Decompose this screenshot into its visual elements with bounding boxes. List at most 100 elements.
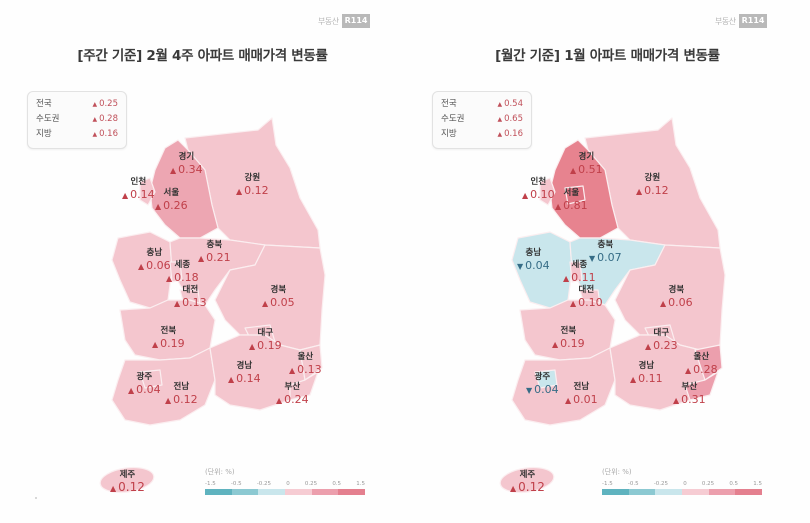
label-gangwon: 강원 ▲ 0.12 [236, 173, 269, 197]
up-arrow-icon: ▲ [552, 340, 559, 349]
region-busan [684, 371, 719, 401]
up-arrow-icon: ▲ [673, 396, 680, 405]
up-arrow-icon: ▲ [289, 366, 296, 375]
label-daejeon: 대전 ▲ 0.13 [174, 285, 207, 309]
label-gyeongbuk: 경북 ▲ 0.06 [660, 285, 693, 309]
region-incheon [539, 177, 556, 206]
label-gyeongnam: 경남 ▲ 0.11 [630, 361, 663, 385]
legend-color-bar [205, 489, 366, 495]
up-arrow-icon: ▲ [155, 202, 162, 211]
legend-color-bar [602, 489, 763, 495]
region-jeju [99, 466, 155, 494]
label-jeju: 제주 ▲ 0.12 [110, 470, 145, 494]
up-arrow-icon: ▲ [122, 191, 129, 200]
legend-ticks: -1.5 -0.5 -0.25 0 0.25 0.5 1.5 [205, 481, 365, 487]
label-incheon: 인천 ▲ 0.10 [522, 177, 555, 201]
down-arrow-icon: ▼ [526, 386, 533, 395]
label-chungnam: 충남 ▲ 0.06 [138, 248, 171, 272]
summary-box: 전국 ▲ 0.54 수도권 ▲ 0.65 지방 ▲ 0.16 [432, 91, 532, 149]
label-jeonnam: 전남 ▲ 0.01 [565, 382, 598, 406]
color-legend: (단위: %) -1.5 -0.5 -0.25 0 0.25 0.5 1.5 [602, 467, 763, 495]
label-gyeonggi: 경기 ▲ 0.34 [170, 152, 203, 176]
panel-title: [주간 기준] 2월 4주 아파트 매매가격 변동률 [77, 48, 328, 64]
label-chungnam: 충남 ▼ 0.04 [517, 248, 550, 272]
label-sejong: 세종 ▲ 0.18 [166, 260, 199, 284]
up-arrow-icon: ▲ [497, 116, 503, 123]
up-arrow-icon: ▲ [165, 396, 172, 405]
up-arrow-icon: ▲ [570, 166, 577, 175]
label-seoul: 서울 ▲ 0.26 [155, 188, 188, 212]
summary-row-national: 전국 ▲ 0.25 [36, 99, 118, 109]
region-jeju [499, 466, 555, 494]
label-chungbuk: 충북 ▼ 0.07 [589, 240, 622, 264]
label-gyeongbuk: 경북 ▲ 0.05 [262, 285, 295, 309]
label-gwangju: 광주 ▲ 0.04 [128, 372, 161, 396]
label-daejeon: 대전 ▲ 0.10 [570, 285, 603, 309]
monthly-panel: 부동산 R114 [월간 기준] 1월 아파트 매매가격 변동률 전국 ▲ 0.5… [405, 0, 810, 523]
up-arrow-icon: ▲ [128, 386, 135, 395]
region-gwangju [139, 369, 163, 389]
up-arrow-icon: ▲ [174, 299, 181, 308]
region-ulsan [299, 344, 323, 381]
up-arrow-icon: ▲ [570, 299, 577, 308]
region-sejong [569, 261, 583, 283]
region-ulsan [694, 344, 723, 381]
label-seoul: 서울 ▲ 0.81 [555, 188, 588, 212]
up-arrow-icon: ▲ [497, 131, 503, 138]
summary-row-provinces: 지방 ▲ 0.16 [36, 129, 118, 139]
up-arrow-icon: ▲ [522, 191, 529, 200]
up-arrow-icon: ▲ [110, 484, 117, 493]
label-jeonnam: 전남 ▲ 0.12 [165, 382, 198, 406]
label-busan: 부산 ▲ 0.24 [276, 382, 309, 406]
up-arrow-icon: ▲ [228, 375, 235, 384]
panel-title: [월간 기준] 1월 아파트 매매가격 변동률 [495, 48, 720, 64]
summary-row-capital: 수도권 ▲ 0.28 [36, 114, 118, 124]
region-jeonnam [111, 347, 216, 426]
up-arrow-icon: ▲ [92, 116, 98, 123]
down-arrow-icon: ▼ [589, 254, 596, 263]
up-arrow-icon: ▲ [92, 131, 98, 138]
up-arrow-icon: ▲ [555, 202, 562, 211]
up-arrow-icon: ▲ [276, 396, 283, 405]
up-arrow-icon: ▲ [92, 101, 98, 108]
summary-row-provinces: 지방 ▲ 0.16 [441, 129, 523, 139]
up-arrow-icon: ▲ [565, 396, 572, 405]
korea-map [499, 117, 726, 494]
summary-box: 전국 ▲ 0.25 수도권 ▲ 0.28 지방 ▲ 0.16 [27, 91, 127, 149]
label-incheon: 인천 ▲ 0.14 [122, 177, 155, 201]
label-jeju: 제주 ▲ 0.12 [510, 470, 545, 494]
up-arrow-icon: ▲ [198, 254, 205, 263]
up-arrow-icon: ▲ [660, 299, 667, 308]
label-gangwon: 강원 ▲ 0.12 [636, 173, 669, 197]
up-arrow-icon: ▲ [510, 484, 517, 493]
region-incheon [139, 177, 156, 206]
up-arrow-icon: ▲ [630, 375, 637, 384]
label-gwangju: 광주 ▼ 0.04 [526, 372, 559, 396]
up-arrow-icon: ▲ [138, 262, 145, 271]
label-gyeonggi: 경기 ▲ 0.51 [570, 152, 603, 176]
label-daegu: 대구 ▲ 0.23 [645, 328, 678, 352]
region-gwangju [534, 369, 558, 389]
color-legend: (단위: %) -1.5 -0.5 -0.25 0 0.25 0.5 1.5 [205, 467, 366, 495]
region-busan [289, 371, 319, 401]
label-jeonbuk: 전북 ▲ 0.19 [152, 326, 185, 350]
up-arrow-icon: ▲ [685, 366, 692, 375]
label-sejong: 세종 ▲ 0.11 [563, 260, 596, 284]
up-arrow-icon: ▲ [497, 101, 503, 108]
up-arrow-icon: ▲ [262, 299, 269, 308]
up-arrow-icon: ▲ [563, 274, 570, 283]
r114-logo: 부동산 R114 [715, 14, 768, 28]
up-arrow-icon: ▲ [645, 342, 652, 351]
up-arrow-icon: ▲ [152, 340, 159, 349]
summary-row-capital: 수도권 ▲ 0.65 [441, 114, 523, 124]
label-daegu: 대구 ▲ 0.19 [249, 328, 282, 352]
label-jeonbuk: 전북 ▲ 0.19 [552, 326, 585, 350]
up-arrow-icon: ▲ [636, 187, 643, 196]
weekly-panel: 부동산 R114 [주간 기준] 2월 4주 아파트 매매가격 변동률 전국 ▲… [27, 14, 371, 499]
region-jeonnam [511, 347, 616, 426]
region-seoul [564, 185, 586, 205]
region-jeonbuk [119, 299, 216, 361]
up-arrow-icon: ▲ [166, 274, 173, 283]
up-arrow-icon: ▲ [236, 187, 243, 196]
down-arrow-icon: ▼ [517, 262, 524, 271]
